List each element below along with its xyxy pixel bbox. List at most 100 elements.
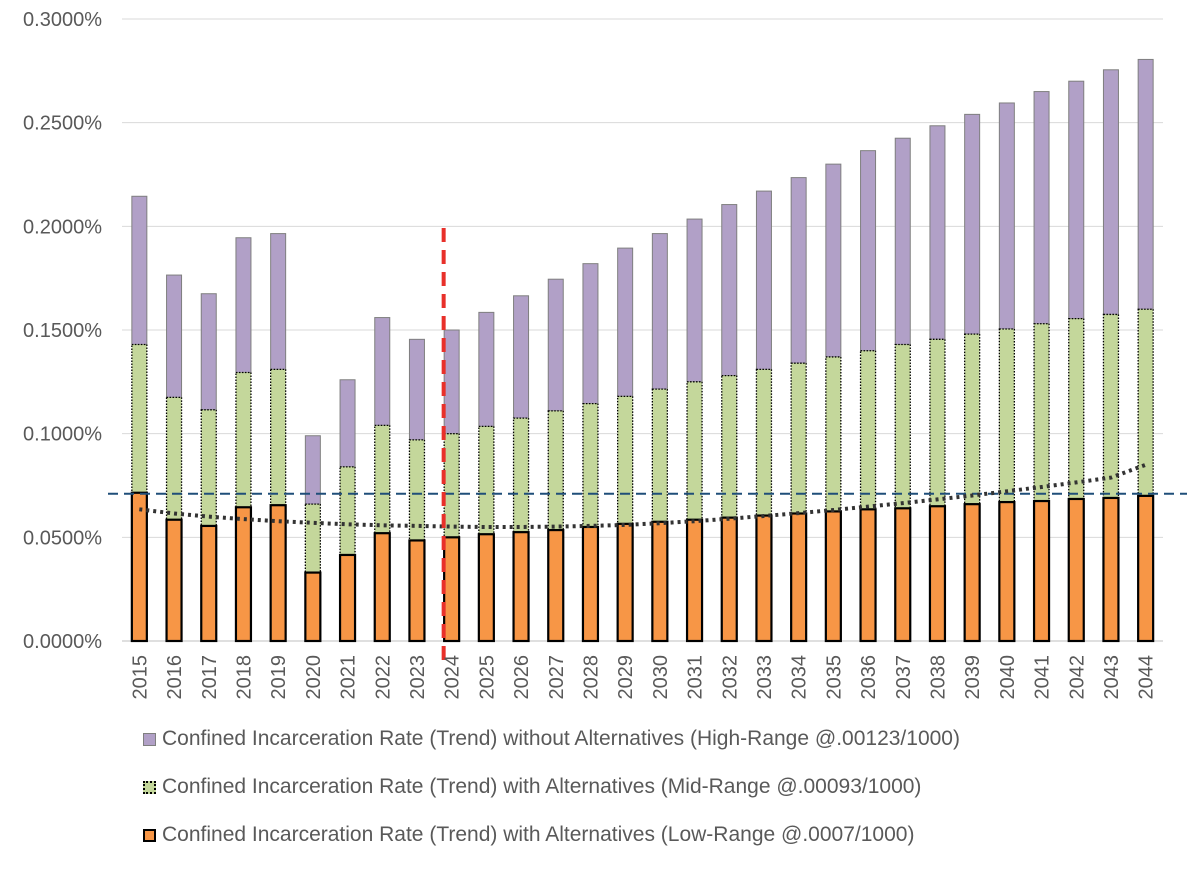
legend-swatch-low	[143, 829, 156, 842]
x-tick-label: 2036	[858, 655, 880, 700]
bar-high-range	[1068, 80, 1085, 320]
bar-low-range	[928, 505, 947, 643]
bar-high-range	[651, 233, 668, 390]
bar-low-range	[720, 516, 738, 643]
bar-low-range	[165, 518, 183, 643]
bar-mid-range	[894, 343, 911, 509]
bars	[130, 58, 1155, 643]
bar-high-range	[686, 218, 703, 383]
bar-low-range	[581, 525, 600, 643]
x-tick-label: 2015	[129, 655, 151, 700]
bar-low-range	[512, 531, 530, 643]
x-tick-label: 2037	[893, 655, 915, 700]
bar-mid-range	[443, 433, 460, 538]
y-tick-label: 0.3000%	[23, 9, 102, 31]
bar-low-range	[894, 507, 912, 643]
bar-high-range	[1102, 69, 1119, 315]
bar-mid-range	[131, 343, 148, 494]
x-tick-label: 2024	[442, 655, 464, 700]
bar-low-range	[269, 504, 287, 643]
legend-label-low: Confined Incarceration Rate (Trend) with…	[162, 823, 915, 846]
x-tick-label: 2016	[164, 655, 186, 700]
bar-low-range	[408, 539, 426, 643]
x-tick-label: 2029	[615, 655, 637, 700]
bar-high-range	[721, 204, 738, 377]
bar-low-range	[338, 553, 357, 643]
y-tick-label: 0.2000%	[23, 216, 102, 238]
bar-mid-range	[547, 410, 564, 531]
bar-high-range	[200, 293, 217, 411]
legend-swatch-mid	[143, 781, 156, 794]
bar-low-range	[651, 520, 669, 643]
bar-low-range	[1032, 499, 1051, 643]
bar-high-range	[547, 278, 564, 412]
legend-label-high: Confined Incarceration Rate (Trend) with…	[162, 727, 960, 750]
gridlines	[122, 18, 1163, 538]
bar-high-range	[929, 125, 946, 340]
y-tick-label: 0.0000%	[23, 631, 102, 653]
x-tick-label: 2019	[268, 655, 290, 700]
bar-mid-range	[582, 402, 599, 528]
legend-label-mid: Confined Incarceration Rate (Trend) with…	[162, 775, 922, 798]
x-axis: 2015 2016 2017 2018 2019 2020 2021 2022 2023 2024…	[129, 655, 1157, 700]
y-tick-label: 0.2500%	[23, 113, 102, 135]
bar-low-range	[1137, 494, 1155, 643]
x-tick-label: 2041	[1032, 655, 1054, 700]
x-tick-label: 2028	[580, 655, 602, 700]
bar-mid-range	[790, 362, 807, 515]
bar-mid-range	[929, 338, 946, 507]
x-tick-label: 2026	[511, 655, 533, 700]
x-tick-label: 2030	[650, 655, 672, 700]
x-tick-label: 2035	[823, 655, 845, 700]
bar-low-range	[616, 522, 634, 643]
bar-mid-range	[651, 388, 668, 523]
bar-low-range	[1067, 497, 1085, 643]
bar-high-range	[339, 379, 356, 468]
trendline	[139, 462, 1147, 529]
bar-high-range	[131, 195, 148, 346]
bar-high-range	[825, 163, 842, 358]
bar-low-range	[477, 533, 495, 643]
bar-high-range	[270, 233, 287, 370]
bar-high-range	[860, 150, 877, 352]
x-tick-label: 2027	[546, 655, 568, 700]
x-tick-label: 2018	[233, 655, 255, 700]
x-tick-label: 2031	[685, 655, 707, 700]
x-tick-label: 2025	[476, 655, 498, 700]
bar-low-range	[304, 571, 322, 643]
bar-mid-range	[686, 381, 703, 521]
bar-high-range	[964, 113, 981, 335]
x-tick-label: 2033	[754, 655, 776, 700]
bar-low-range	[200, 524, 218, 643]
bar-high-range	[617, 247, 634, 397]
bar-high-range	[478, 311, 495, 427]
bar-mid-range	[1102, 313, 1120, 499]
bar-mid-range	[964, 333, 981, 505]
bar-high-range	[998, 102, 1015, 330]
bar-low-range	[547, 528, 565, 643]
bar-mid-range	[1033, 323, 1050, 502]
bar-high-range	[235, 237, 252, 374]
bar-mid-range	[825, 356, 842, 513]
bar-low-range	[755, 514, 773, 643]
y-tick-label: 0.0500%	[23, 527, 102, 549]
bar-low-range	[998, 500, 1016, 643]
y-tick-label: 0.1000%	[23, 424, 102, 446]
bar-low-range	[859, 508, 877, 643]
bar-high-range	[408, 338, 425, 441]
bar-mid-range	[1137, 308, 1154, 497]
x-tick-label: 2038	[927, 655, 949, 700]
bar-low-range	[234, 506, 253, 643]
bar-mid-range	[235, 371, 252, 508]
x-tick-label: 2023	[407, 655, 429, 700]
bar-mid-range	[512, 417, 530, 533]
x-tick-label: 2034	[789, 655, 811, 700]
x-tick-label: 2040	[997, 655, 1019, 700]
bar-high-range	[443, 329, 460, 435]
x-tick-label: 2039	[962, 655, 984, 700]
bar-low-range	[790, 512, 808, 643]
bar-mid-range	[998, 328, 1015, 503]
bar-high-range	[513, 295, 530, 419]
bar-low-range	[373, 532, 391, 643]
x-tick-label: 2032	[719, 655, 741, 700]
